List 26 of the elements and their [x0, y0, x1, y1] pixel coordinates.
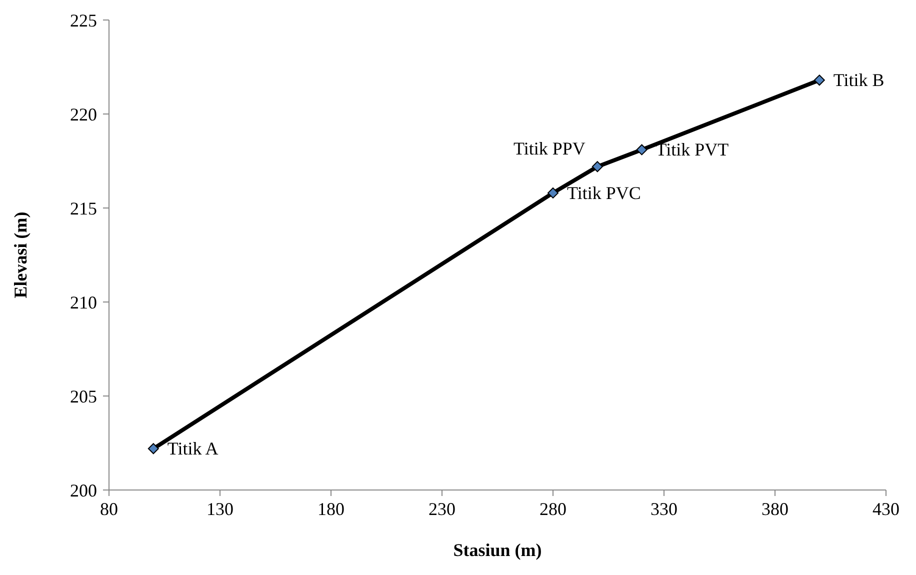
point [592, 161, 603, 172]
y-tick-label: 205 [70, 386, 97, 406]
x-tick-label: 130 [206, 498, 234, 519]
point [548, 187, 558, 198]
x-tick-label: 380 [762, 498, 788, 519]
x-tick-label: 280 [540, 498, 566, 519]
y-tick-label: 225 [70, 10, 97, 30]
annotation: Titik PVC [567, 182, 641, 203]
point [636, 144, 648, 156]
x-tick-label: 230 [428, 498, 456, 519]
point [148, 443, 159, 454]
y-axis-title: Elevasi (m) [10, 212, 30, 298]
x-tick-label: 330 [650, 498, 678, 519]
annotation: Titik PVT [656, 140, 729, 160]
y-tick-label: 200 [70, 480, 97, 500]
annotation: Titik PPV [514, 138, 586, 159]
y-tick-label: 220 [70, 104, 97, 124]
y-tick-label: 210 [70, 292, 97, 312]
x-tick-label: 430 [872, 498, 900, 519]
annotation: Titik A [167, 438, 218, 459]
annotation: Titik B [833, 70, 884, 90]
x-tick-label: 180 [318, 498, 344, 519]
x-axis-title: Stasiun (m) [453, 540, 542, 560]
y-tick-label: 215 [70, 198, 97, 218]
x-tick-label: 80 [100, 498, 118, 519]
point [814, 74, 825, 86]
